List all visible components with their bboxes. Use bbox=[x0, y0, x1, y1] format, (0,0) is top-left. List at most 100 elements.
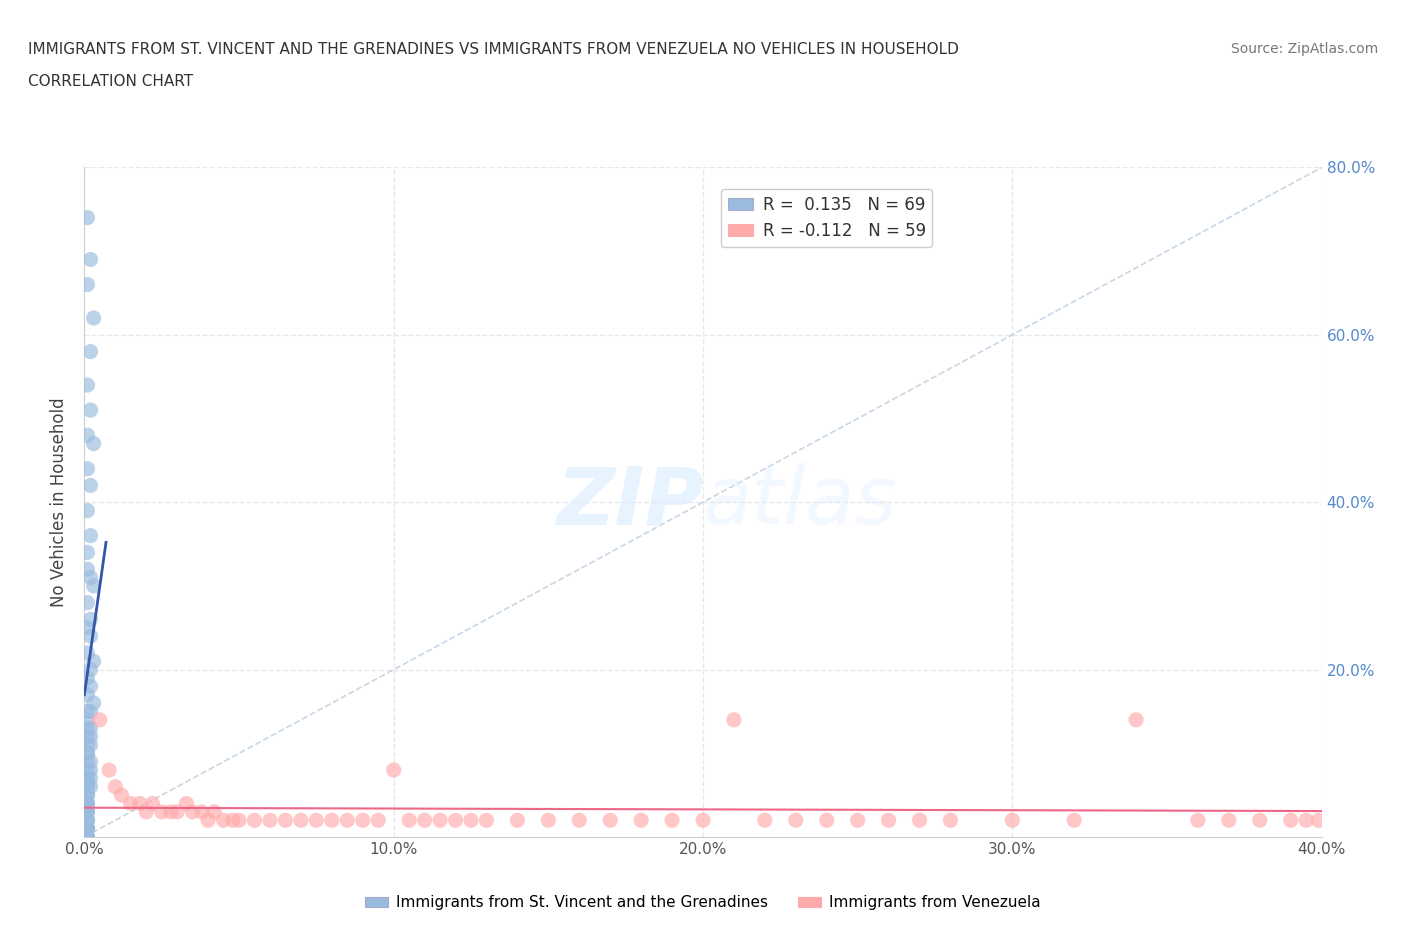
Point bbox=[76, 830, 98, 844]
Point bbox=[79, 478, 101, 493]
Point bbox=[475, 813, 498, 828]
Point bbox=[76, 687, 98, 702]
Point bbox=[76, 763, 98, 777]
Point bbox=[76, 796, 98, 811]
Point bbox=[76, 779, 98, 794]
Point bbox=[76, 830, 98, 844]
Point bbox=[815, 813, 838, 828]
Point bbox=[76, 830, 98, 844]
Point bbox=[76, 545, 98, 560]
Point bbox=[877, 813, 900, 828]
Point bbox=[76, 620, 98, 635]
Text: IMMIGRANTS FROM ST. VINCENT AND THE GRENADINES VS IMMIGRANTS FROM VENEZUELA NO V: IMMIGRANTS FROM ST. VINCENT AND THE GREN… bbox=[28, 42, 959, 57]
Point bbox=[1249, 813, 1271, 828]
Point bbox=[76, 210, 98, 225]
Point bbox=[79, 721, 101, 736]
Point bbox=[243, 813, 266, 828]
Point bbox=[785, 813, 807, 828]
Point bbox=[76, 813, 98, 828]
Point bbox=[939, 813, 962, 828]
Point bbox=[120, 796, 142, 811]
Point bbox=[76, 830, 98, 844]
Point bbox=[76, 461, 98, 476]
Point bbox=[212, 813, 235, 828]
Point bbox=[79, 403, 101, 418]
Point bbox=[79, 252, 101, 267]
Point bbox=[76, 378, 98, 392]
Point bbox=[754, 813, 776, 828]
Point bbox=[83, 436, 105, 451]
Point bbox=[79, 737, 101, 752]
Point bbox=[692, 813, 714, 828]
Point bbox=[76, 796, 98, 811]
Point bbox=[76, 804, 98, 819]
Legend: Immigrants from St. Vincent and the Grenadines, Immigrants from Venezuela: Immigrants from St. Vincent and the Gren… bbox=[360, 889, 1046, 916]
Point bbox=[506, 813, 529, 828]
Point bbox=[429, 813, 451, 828]
Point bbox=[76, 771, 98, 786]
Point bbox=[79, 771, 101, 786]
Point bbox=[181, 804, 204, 819]
Point bbox=[460, 813, 482, 828]
Point bbox=[444, 813, 467, 828]
Point bbox=[176, 796, 198, 811]
Point bbox=[135, 804, 157, 819]
Point bbox=[76, 771, 98, 786]
Point bbox=[1279, 813, 1302, 828]
Point bbox=[79, 754, 101, 769]
Point bbox=[76, 503, 98, 518]
Point bbox=[76, 788, 98, 803]
Point bbox=[83, 311, 105, 325]
Point bbox=[1187, 813, 1209, 828]
Point bbox=[79, 612, 101, 627]
Point bbox=[129, 796, 152, 811]
Point bbox=[537, 813, 560, 828]
Point bbox=[76, 754, 98, 769]
Point bbox=[413, 813, 436, 828]
Point bbox=[141, 796, 163, 811]
Point bbox=[76, 813, 98, 828]
Point bbox=[661, 813, 683, 828]
Point bbox=[79, 729, 101, 744]
Point bbox=[908, 813, 931, 828]
Point bbox=[321, 813, 343, 828]
Point bbox=[76, 821, 98, 836]
Point bbox=[79, 629, 101, 644]
Point bbox=[76, 645, 98, 660]
Point bbox=[76, 595, 98, 610]
Point bbox=[76, 779, 98, 794]
Point bbox=[76, 796, 98, 811]
Point bbox=[76, 746, 98, 761]
Point bbox=[76, 813, 98, 828]
Point bbox=[568, 813, 591, 828]
Point bbox=[104, 779, 127, 794]
Point bbox=[197, 813, 219, 828]
Point bbox=[79, 528, 101, 543]
Point bbox=[723, 712, 745, 727]
Point bbox=[846, 813, 869, 828]
Point bbox=[76, 746, 98, 761]
Point bbox=[76, 830, 98, 844]
Text: Source: ZipAtlas.com: Source: ZipAtlas.com bbox=[1230, 42, 1378, 56]
Point bbox=[382, 763, 405, 777]
Point bbox=[76, 712, 98, 727]
Y-axis label: No Vehicles in Household: No Vehicles in Household bbox=[51, 397, 69, 607]
Point bbox=[76, 721, 98, 736]
Point bbox=[160, 804, 183, 819]
Point bbox=[222, 813, 245, 828]
Point bbox=[202, 804, 225, 819]
Point bbox=[76, 729, 98, 744]
Point bbox=[76, 821, 98, 836]
Point bbox=[76, 562, 98, 577]
Point bbox=[1125, 712, 1147, 727]
Point bbox=[336, 813, 359, 828]
Point bbox=[1063, 813, 1085, 828]
Point bbox=[83, 654, 105, 669]
Text: atlas: atlas bbox=[703, 463, 898, 541]
Point bbox=[191, 804, 214, 819]
Point bbox=[79, 344, 101, 359]
Point bbox=[166, 804, 188, 819]
Point bbox=[274, 813, 297, 828]
Point bbox=[290, 813, 312, 828]
Text: ZIP: ZIP bbox=[555, 463, 703, 541]
